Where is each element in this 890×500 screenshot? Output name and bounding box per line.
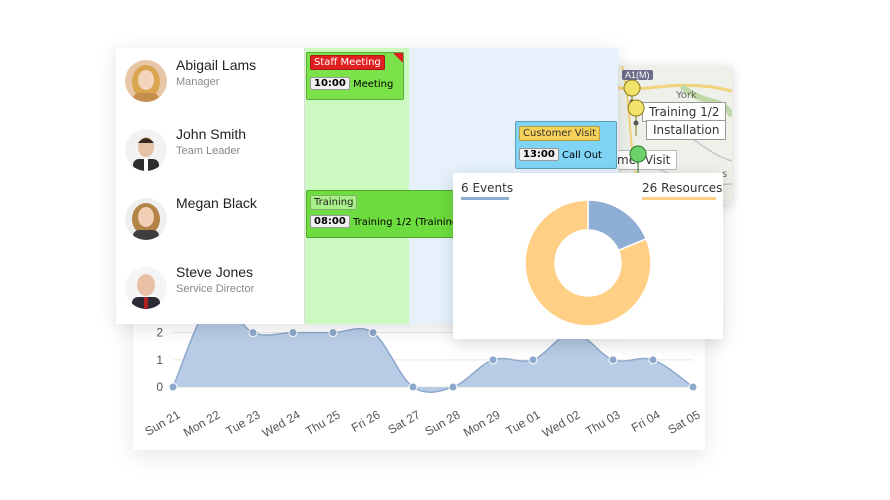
events-legend-bar — [461, 197, 509, 200]
data-point — [248, 328, 258, 338]
data-point — [608, 355, 618, 365]
x-tick-label: Thu 03 — [583, 407, 623, 438]
data-point — [408, 382, 418, 392]
x-tick-label: Mon 22 — [181, 407, 223, 439]
person-photo-icon — [125, 198, 167, 240]
map-edge-text: s — [722, 169, 728, 180]
event-category-tag: Training — [310, 195, 358, 210]
resource-role: Service Director — [176, 283, 255, 295]
resource-row: John Smith Team Leader Customer Visit 13… — [116, 117, 618, 187]
resource-role: Team Leader — [176, 145, 241, 157]
donut-slice — [524, 199, 652, 327]
data-point — [368, 328, 378, 338]
day-cell[interactable] — [305, 255, 410, 324]
x-tick-label: Fri 04 — [629, 407, 663, 435]
resource-cell: Megan Black — [116, 186, 305, 255]
data-point — [328, 328, 338, 338]
day-cell[interactable] — [513, 48, 618, 117]
corner-flag-icon — [393, 53, 403, 63]
x-tick-label: Tue 23 — [224, 407, 263, 438]
avatar — [125, 60, 167, 102]
x-tick-label: Thu 25 — [303, 407, 343, 438]
resource-name: Steve Jones — [176, 264, 254, 280]
data-point — [488, 355, 498, 365]
x-tick-label: Wed 24 — [260, 407, 303, 440]
y-tick-label: 2 — [156, 326, 163, 340]
resources-count-label: 26 Resources — [642, 181, 723, 195]
x-tick-label: Mon 29 — [461, 407, 503, 439]
event-category-tag: Customer Visit — [519, 126, 601, 141]
map-marker-label[interactable]: Installation — [646, 120, 727, 140]
data-point — [168, 382, 178, 392]
resource-role: Manager — [176, 76, 220, 88]
resource-name: John Smith — [176, 126, 247, 142]
avatar — [125, 129, 167, 171]
donut-chart — [524, 199, 652, 327]
person-photo-icon — [125, 60, 167, 102]
resource-cell: John Smith Team Leader — [116, 117, 305, 186]
person-photo-icon — [125, 267, 167, 309]
event-block[interactable]: Customer Visit 13:00 Call Out — [515, 121, 617, 169]
avatar — [125, 267, 167, 309]
day-cell[interactable] — [305, 117, 410, 186]
y-tick-label: 1 — [156, 353, 163, 367]
x-tick-label: Tue 01 — [504, 407, 543, 438]
resource-name: Megan Black — [176, 195, 257, 211]
map-marker-label[interactable]: Training 1/2 — [642, 102, 727, 122]
road-badge: A1(M) — [622, 70, 653, 80]
event-block[interactable]: Training 08:00 Training 1/2 (Training — [306, 190, 458, 238]
map-marker-label[interactable]: mer Visit — [612, 150, 678, 170]
event-category-tag: Staff Meeting — [310, 55, 385, 70]
event-time: 13:00 — [519, 148, 559, 161]
event-title: Call Out — [562, 150, 602, 161]
resources-legend-bar — [642, 197, 716, 200]
event-title: Meeting — [353, 79, 394, 90]
data-point — [688, 382, 698, 392]
resource-summary-card: 6 Events 26 Resources — [453, 173, 723, 339]
y-tick-label: 0 — [156, 380, 163, 394]
map-place-label: York — [676, 90, 697, 101]
data-point — [288, 328, 298, 338]
resource-cell: Steve Jones Service Director — [116, 255, 305, 324]
event-title: Training 1/2 (Training — [353, 217, 458, 228]
data-point — [648, 355, 658, 365]
x-tick-label: Fri 26 — [349, 407, 383, 435]
x-tick-label: Sun 21 — [143, 407, 183, 438]
event-time: 08:00 — [310, 215, 350, 228]
event-time: 10:00 — [310, 77, 350, 90]
day-cell[interactable] — [409, 48, 514, 117]
resource-cell: Abigail Lams Manager — [116, 48, 305, 117]
person-photo-icon — [125, 129, 167, 171]
avatar — [125, 198, 167, 240]
resource-row: Abigail Lams Manager Staff Meeting 10:00… — [116, 48, 618, 118]
data-point — [448, 382, 458, 392]
x-tick-label: Sat 05 — [665, 407, 702, 437]
resource-name: Abigail Lams — [176, 57, 257, 73]
event-block[interactable]: Staff Meeting 10:00 Meeting — [306, 52, 404, 100]
x-tick-label: Sun 28 — [423, 407, 463, 438]
events-count-label: 6 Events — [461, 181, 514, 195]
data-point — [528, 355, 538, 365]
x-tick-label: Sat 27 — [385, 407, 422, 437]
x-tick-label: Wed 02 — [540, 407, 583, 440]
area-series — [173, 300, 693, 393]
